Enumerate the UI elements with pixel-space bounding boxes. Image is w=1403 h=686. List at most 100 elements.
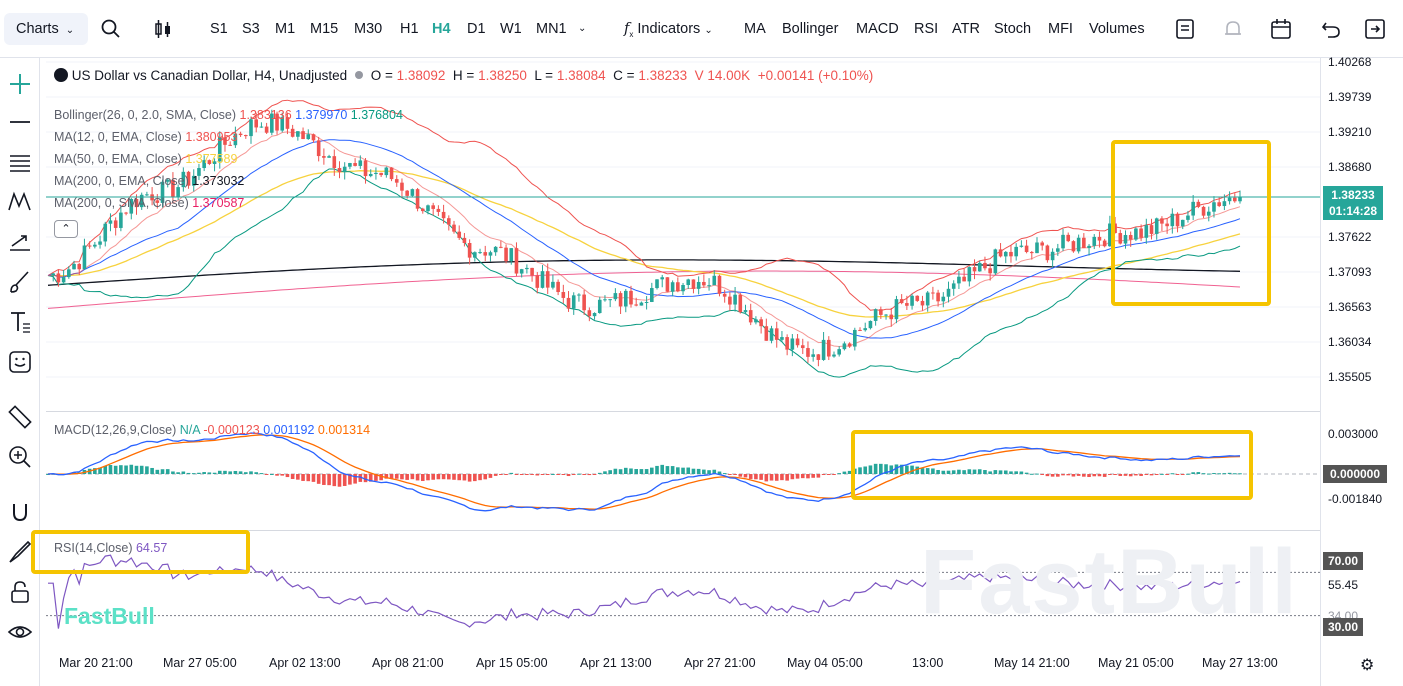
candle-body — [275, 113, 279, 131]
trend-arrow-icon[interactable] — [6, 228, 34, 256]
chevron-down-icon: ⌄ — [65, 25, 75, 36]
candle-body — [348, 163, 352, 167]
macd-histogram-bar — [1040, 474, 1045, 475]
horizontal-line-icon[interactable] — [6, 108, 34, 136]
ma1-label: MA(12, 0, EMA, Close) — [54, 130, 182, 144]
tf-m30[interactable]: M30 — [354, 21, 383, 37]
tf-w1[interactable]: W1 — [500, 21, 522, 37]
ma2-legend[interactable]: MA(50, 0, EMA, Close) 1.377589 — [54, 152, 237, 166]
ma4-legend[interactable]: MA(200, 0, SMA, Close) 1.370587 — [54, 196, 244, 210]
time-tick: Apr 08 21:00 — [372, 656, 444, 670]
candle-body — [816, 354, 821, 360]
candle-body — [368, 174, 373, 177]
candle-body — [212, 161, 217, 165]
candle-body — [1238, 197, 1242, 202]
fib-retracement-icon[interactable] — [6, 148, 34, 176]
text-tool-icon[interactable] — [6, 308, 34, 336]
quick-stoch[interactable]: Stoch — [994, 21, 1032, 37]
candle-body — [316, 140, 321, 157]
candle-body — [259, 126, 264, 128]
timeframe-chevron-icon[interactable]: ⌄ — [578, 23, 587, 34]
price-axis[interactable] — [1320, 58, 1403, 686]
quick-atr[interactable]: ATR — [952, 21, 980, 37]
candle-body — [1186, 215, 1190, 220]
macd-histogram-bar — [842, 471, 847, 474]
quick-mfi[interactable]: MFI — [1048, 21, 1073, 37]
candle-body — [644, 301, 649, 303]
candle-body — [1029, 252, 1034, 254]
brush-icon[interactable] — [6, 268, 34, 296]
charts-menu-button[interactable]: Charts ⌄ — [4, 13, 88, 45]
macd-histogram-bar — [342, 474, 347, 486]
crosshair-icon[interactable] — [6, 70, 34, 98]
ma1-legend[interactable]: MA(12, 0, EMA, Close) 1.380953 — [54, 130, 237, 144]
macd-histogram-bar — [577, 473, 581, 475]
drawing-mode-icon[interactable] — [6, 538, 34, 566]
alert-icon[interactable] — [1222, 13, 1244, 45]
macd-histogram-bar — [587, 474, 592, 476]
candle-body — [936, 292, 940, 302]
candle-body — [1144, 225, 1149, 238]
tf-m1[interactable]: M1 — [275, 21, 296, 37]
search-icon[interactable] — [100, 13, 122, 45]
pane-divider-macd[interactable] — [46, 411, 1320, 412]
emoji-icon[interactable] — [6, 348, 34, 376]
chart-settings-gear-icon[interactable]: ⚙ — [1360, 657, 1375, 674]
bollinger-mid: 1.379970 — [295, 108, 348, 122]
macd-histogram-bar — [452, 474, 456, 480]
exit-fullscreen-icon[interactable] — [1364, 13, 1386, 45]
pattern-icon[interactable] — [6, 188, 34, 216]
zoom-in-icon[interactable] — [6, 443, 34, 471]
price-tick: 1.38680 — [1328, 160, 1372, 174]
tf-s1[interactable]: S1 — [210, 21, 228, 37]
candle-body — [1082, 237, 1086, 249]
quick-volumes[interactable]: Volumes — [1089, 21, 1145, 37]
calendar-replay-icon[interactable] — [1270, 13, 1294, 45]
macd-histogram-bar — [816, 474, 821, 478]
templates-icon[interactable] — [1174, 13, 1196, 45]
macd-histogram-bar — [1175, 474, 1180, 475]
macd-histogram-bar — [280, 474, 285, 476]
time-tick: Mar 27 05:00 — [163, 656, 237, 670]
candle-body — [1154, 218, 1159, 234]
lock-icon[interactable] — [6, 578, 34, 606]
quick-macd[interactable]: MACD — [856, 21, 899, 37]
macd-histogram-bar — [1227, 472, 1232, 474]
ma4-label: MA(200, 0, SMA, Close) — [54, 196, 189, 210]
candle-body — [394, 179, 399, 183]
magnet-icon[interactable] — [6, 498, 34, 526]
tf-h4[interactable]: H4 — [432, 21, 451, 37]
undo-icon[interactable] — [1320, 13, 1342, 45]
tf-mn1[interactable]: MN1 — [536, 21, 567, 37]
pane-divider-rsi[interactable] — [46, 530, 1320, 531]
macd-histogram-bar — [863, 466, 868, 474]
ruler-icon[interactable] — [6, 403, 34, 431]
macd-histogram-bar — [879, 463, 883, 474]
ma3-legend[interactable]: MA(200, 0, EMA, Close) 1.373032 — [54, 174, 244, 188]
tf-d1[interactable]: D1 — [467, 21, 486, 37]
tf-s3[interactable]: S3 — [242, 21, 260, 37]
candle-type-icon[interactable] — [152, 13, 174, 45]
macd-histogram-bar — [254, 472, 259, 474]
quick-bollinger[interactable]: Bollinger — [782, 21, 839, 37]
macd-histogram-bar — [478, 474, 482, 481]
candle-body — [915, 295, 920, 301]
eye-icon[interactable] — [6, 618, 34, 646]
candle-body — [1139, 228, 1143, 238]
collapse-legend-button[interactable]: ⌃ — [54, 220, 78, 238]
candle-body — [1050, 251, 1055, 261]
rsi-legend[interactable]: RSI(14,Close) 64.57 — [54, 541, 167, 555]
bollinger-legend[interactable]: Bollinger(26, 0, 2.0, SMA, Close) 1.3831… — [54, 108, 403, 122]
indicators-button[interactable]: fx Indicators ⌄ — [624, 21, 713, 39]
tf-h1[interactable]: H1 — [400, 21, 419, 37]
macd-histogram-bar — [530, 474, 534, 475]
quick-rsi[interactable]: RSI — [914, 21, 939, 37]
ma12-line — [47, 131, 1241, 348]
candle-body — [332, 156, 337, 169]
quick-ma[interactable]: MA — [744, 21, 766, 37]
macd-legend[interactable]: MACD(12,26,9,Close) N/A -0.000123 0.0011… — [54, 423, 370, 437]
candle-body — [962, 276, 966, 282]
tf-m15[interactable]: M15 — [310, 21, 339, 37]
candle-body — [56, 273, 61, 283]
